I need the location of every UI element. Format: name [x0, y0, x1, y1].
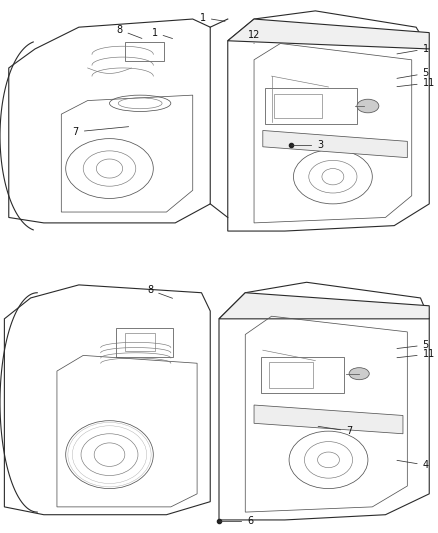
Circle shape	[349, 368, 369, 379]
Polygon shape	[254, 405, 403, 434]
Text: 7: 7	[318, 426, 352, 436]
Text: 4: 4	[397, 460, 429, 470]
Text: 8: 8	[147, 285, 173, 298]
Circle shape	[357, 99, 379, 113]
Text: 7: 7	[73, 127, 129, 137]
Text: 3: 3	[318, 140, 324, 150]
Text: 8: 8	[117, 25, 142, 38]
Polygon shape	[263, 131, 407, 158]
Text: 5: 5	[397, 68, 429, 78]
Text: 5: 5	[397, 340, 429, 350]
Text: 1: 1	[152, 28, 173, 38]
Text: 12: 12	[247, 30, 260, 44]
Text: 11: 11	[397, 349, 435, 359]
Text: 1: 1	[200, 13, 225, 23]
Text: 1: 1	[397, 44, 429, 54]
Polygon shape	[219, 293, 429, 319]
Polygon shape	[228, 19, 429, 49]
Text: 6: 6	[247, 516, 254, 526]
Text: 11: 11	[397, 78, 435, 88]
